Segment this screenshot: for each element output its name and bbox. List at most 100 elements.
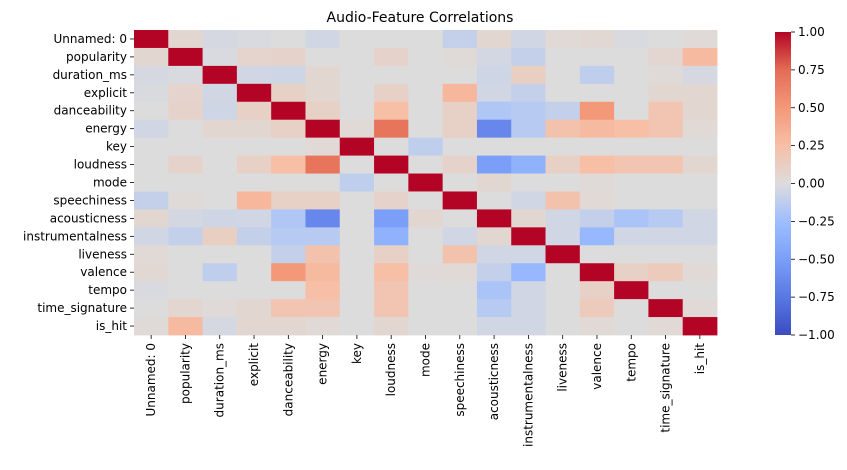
heatmap-cell bbox=[168, 155, 203, 174]
colorbar-tick-label: 0.75 bbox=[798, 63, 825, 77]
heatmap-cell bbox=[614, 299, 649, 318]
heatmap-cell bbox=[614, 263, 649, 282]
heatmap-cell bbox=[339, 155, 375, 174]
heatmap-cell bbox=[305, 299, 341, 318]
heatmap-cell bbox=[202, 245, 238, 264]
heatmap-cell bbox=[236, 191, 272, 210]
heatmap-cell bbox=[339, 65, 375, 85]
heatmap-cell bbox=[442, 263, 478, 282]
heatmap-cell bbox=[236, 263, 272, 282]
heatmap-cell bbox=[545, 281, 581, 300]
colorbar-tick-label: −0.75 bbox=[798, 290, 835, 304]
heatmap-cell bbox=[648, 155, 684, 174]
y-tick-label: explicit bbox=[84, 86, 127, 100]
heatmap-cell bbox=[648, 317, 684, 336]
heatmap-cell bbox=[614, 281, 649, 300]
heatmap-cell bbox=[305, 245, 341, 264]
heatmap-cell bbox=[408, 83, 444, 103]
x-tick-label: loudness bbox=[384, 343, 398, 396]
chart-title: Audio-Feature Correlations bbox=[327, 10, 514, 26]
heatmap-cell bbox=[511, 227, 546, 246]
heatmap-cell bbox=[374, 119, 409, 139]
heatmap-cell bbox=[305, 173, 341, 192]
heatmap-cell bbox=[236, 317, 272, 336]
heatmap-cell bbox=[271, 209, 306, 228]
heatmap-cell bbox=[408, 155, 444, 174]
heatmap-cell bbox=[545, 65, 581, 85]
colorbar bbox=[775, 32, 791, 335]
heatmap-cell bbox=[408, 47, 444, 67]
heatmap-cell bbox=[202, 119, 238, 139]
heatmap-cell bbox=[476, 137, 512, 156]
heatmap-cell bbox=[545, 263, 581, 282]
heatmap-cell bbox=[476, 119, 512, 139]
heatmap-cell bbox=[271, 119, 306, 139]
x-tick-label: danceability bbox=[281, 343, 295, 416]
heatmap-cell bbox=[374, 281, 409, 300]
heatmap-cell bbox=[271, 191, 306, 210]
heatmap-cell bbox=[134, 137, 169, 156]
x-axis-ticks: Unnamed: 0 popularity duration_ms explicit d… bbox=[144, 335, 707, 447]
heatmap-cell bbox=[134, 155, 169, 174]
heatmap-cell bbox=[408, 245, 444, 264]
heatmap-cell bbox=[476, 101, 512, 121]
heatmap-cell bbox=[442, 119, 478, 139]
y-tick-label: time_signature bbox=[37, 301, 127, 315]
heatmap-cell bbox=[682, 119, 718, 139]
heatmap-cell bbox=[442, 83, 478, 103]
heatmap-cell bbox=[511, 155, 546, 174]
heatmap-cell bbox=[374, 173, 409, 192]
heatmap-cell bbox=[511, 47, 546, 67]
heatmap-cell bbox=[134, 173, 169, 192]
heatmap-cell bbox=[614, 83, 649, 103]
x-tick-label: energy bbox=[316, 343, 330, 385]
colorbar-tick-label: −1.00 bbox=[798, 328, 835, 342]
heatmap-cell bbox=[476, 245, 512, 264]
heatmap-cell bbox=[545, 299, 581, 318]
heatmap-cell bbox=[545, 155, 581, 174]
heatmap-cell bbox=[168, 281, 203, 300]
heatmap-cell bbox=[442, 30, 478, 49]
heatmap-cell bbox=[476, 155, 512, 174]
heatmap-cell bbox=[374, 209, 409, 228]
heatmap-cell bbox=[511, 299, 546, 318]
heatmap-cell bbox=[682, 65, 718, 85]
y-tick-label: popularity bbox=[66, 50, 127, 64]
heatmap-cell bbox=[236, 47, 272, 67]
heatmap-cell bbox=[202, 101, 238, 121]
heatmap-cell bbox=[305, 119, 341, 139]
heatmap-cell bbox=[579, 47, 615, 67]
heatmap-cell bbox=[202, 191, 238, 210]
x-tick-label: explicit bbox=[247, 343, 261, 386]
heatmap-cell bbox=[408, 101, 444, 121]
heatmap-cell bbox=[442, 155, 478, 174]
heatmap-cell bbox=[134, 47, 169, 67]
heatmap-cell bbox=[648, 299, 684, 318]
heatmap-cell bbox=[511, 30, 546, 49]
heatmap-cell bbox=[168, 191, 203, 210]
heatmap-cell bbox=[236, 30, 272, 49]
heatmap-cell bbox=[202, 30, 238, 49]
heatmap-cell bbox=[374, 191, 409, 210]
heatmap-cell bbox=[511, 245, 546, 264]
colorbar-tick-label: 0.00 bbox=[798, 177, 825, 191]
heatmap-cell bbox=[511, 83, 546, 103]
heatmap-cell bbox=[614, 137, 649, 156]
heatmap-cell bbox=[579, 119, 615, 139]
heatmap-cell bbox=[579, 101, 615, 121]
heatmap-cell bbox=[339, 173, 375, 192]
heatmap-cell bbox=[476, 65, 512, 85]
heatmap-cell bbox=[202, 227, 238, 246]
y-tick-label: energy bbox=[85, 122, 127, 136]
heatmap-cell bbox=[614, 173, 649, 192]
heatmap-cell bbox=[442, 47, 478, 67]
heatmap-cell bbox=[408, 65, 444, 85]
heatmap-cell bbox=[168, 137, 203, 156]
heatmap-cell bbox=[442, 317, 478, 336]
heatmap-cell bbox=[305, 209, 341, 228]
heatmap-cell bbox=[648, 191, 684, 210]
heatmap-cell bbox=[408, 227, 444, 246]
heatmap-cell bbox=[374, 317, 409, 336]
y-tick-label: valence bbox=[80, 265, 127, 279]
